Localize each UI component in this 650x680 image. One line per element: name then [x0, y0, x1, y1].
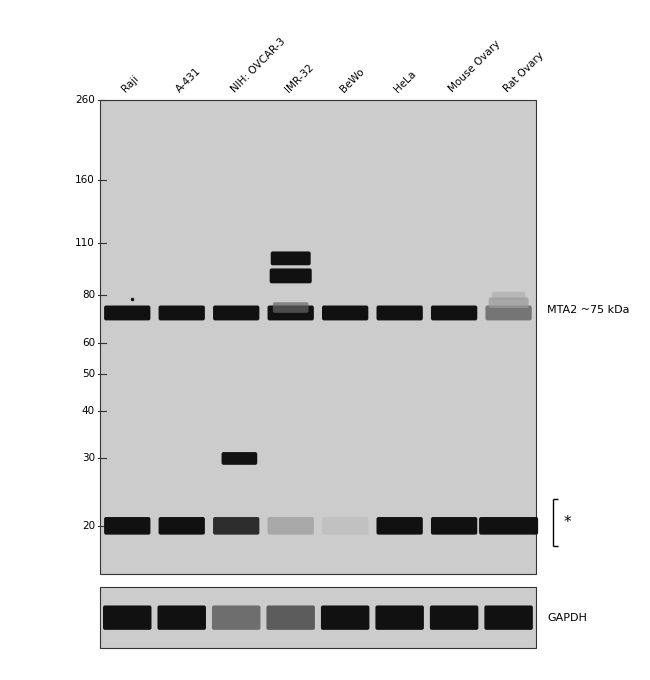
FancyBboxPatch shape	[322, 305, 369, 320]
FancyBboxPatch shape	[268, 517, 314, 534]
FancyBboxPatch shape	[376, 605, 424, 630]
FancyBboxPatch shape	[431, 305, 477, 320]
FancyBboxPatch shape	[492, 292, 525, 301]
FancyBboxPatch shape	[104, 305, 150, 320]
FancyBboxPatch shape	[479, 517, 538, 534]
FancyBboxPatch shape	[213, 305, 259, 320]
Text: 160: 160	[75, 175, 95, 185]
Text: 110: 110	[75, 237, 95, 248]
Bar	[100, 99, 536, 574]
Text: Raji: Raji	[120, 73, 141, 94]
Text: *: *	[563, 515, 571, 530]
FancyBboxPatch shape	[376, 517, 422, 534]
Text: BeWo: BeWo	[338, 66, 366, 94]
Text: 80: 80	[82, 290, 95, 301]
Text: 60: 60	[82, 338, 95, 348]
FancyBboxPatch shape	[376, 305, 422, 320]
FancyBboxPatch shape	[157, 605, 206, 630]
FancyBboxPatch shape	[321, 605, 369, 630]
Bar	[100, 588, 536, 648]
Text: 30: 30	[82, 454, 95, 464]
FancyBboxPatch shape	[273, 303, 309, 313]
Text: A-431: A-431	[175, 65, 203, 94]
Text: 20: 20	[82, 521, 95, 531]
FancyBboxPatch shape	[159, 517, 205, 534]
FancyBboxPatch shape	[268, 305, 314, 320]
Text: MTA2 ~75 kDa: MTA2 ~75 kDa	[547, 305, 630, 315]
Text: HeLa: HeLa	[393, 69, 418, 94]
Text: NIH: OVCAR-3: NIH: OVCAR-3	[229, 36, 287, 94]
FancyBboxPatch shape	[486, 305, 532, 320]
Text: 40: 40	[82, 406, 95, 415]
FancyBboxPatch shape	[270, 252, 311, 265]
Text: Rat Ovary: Rat Ovary	[502, 50, 545, 94]
FancyBboxPatch shape	[212, 605, 261, 630]
FancyBboxPatch shape	[431, 517, 477, 534]
Text: Mouse Ovary: Mouse Ovary	[447, 39, 502, 94]
FancyBboxPatch shape	[159, 305, 205, 320]
FancyBboxPatch shape	[266, 605, 315, 630]
FancyBboxPatch shape	[430, 605, 478, 630]
Text: IMR-32: IMR-32	[283, 62, 316, 94]
FancyBboxPatch shape	[489, 298, 528, 308]
FancyBboxPatch shape	[484, 605, 533, 630]
FancyBboxPatch shape	[213, 517, 259, 534]
Text: 50: 50	[82, 369, 95, 379]
FancyBboxPatch shape	[104, 517, 150, 534]
FancyBboxPatch shape	[322, 517, 369, 534]
FancyBboxPatch shape	[270, 269, 312, 284]
Text: 260: 260	[75, 95, 95, 105]
Text: GAPDH: GAPDH	[547, 613, 587, 623]
FancyBboxPatch shape	[103, 605, 151, 630]
FancyBboxPatch shape	[222, 452, 257, 465]
